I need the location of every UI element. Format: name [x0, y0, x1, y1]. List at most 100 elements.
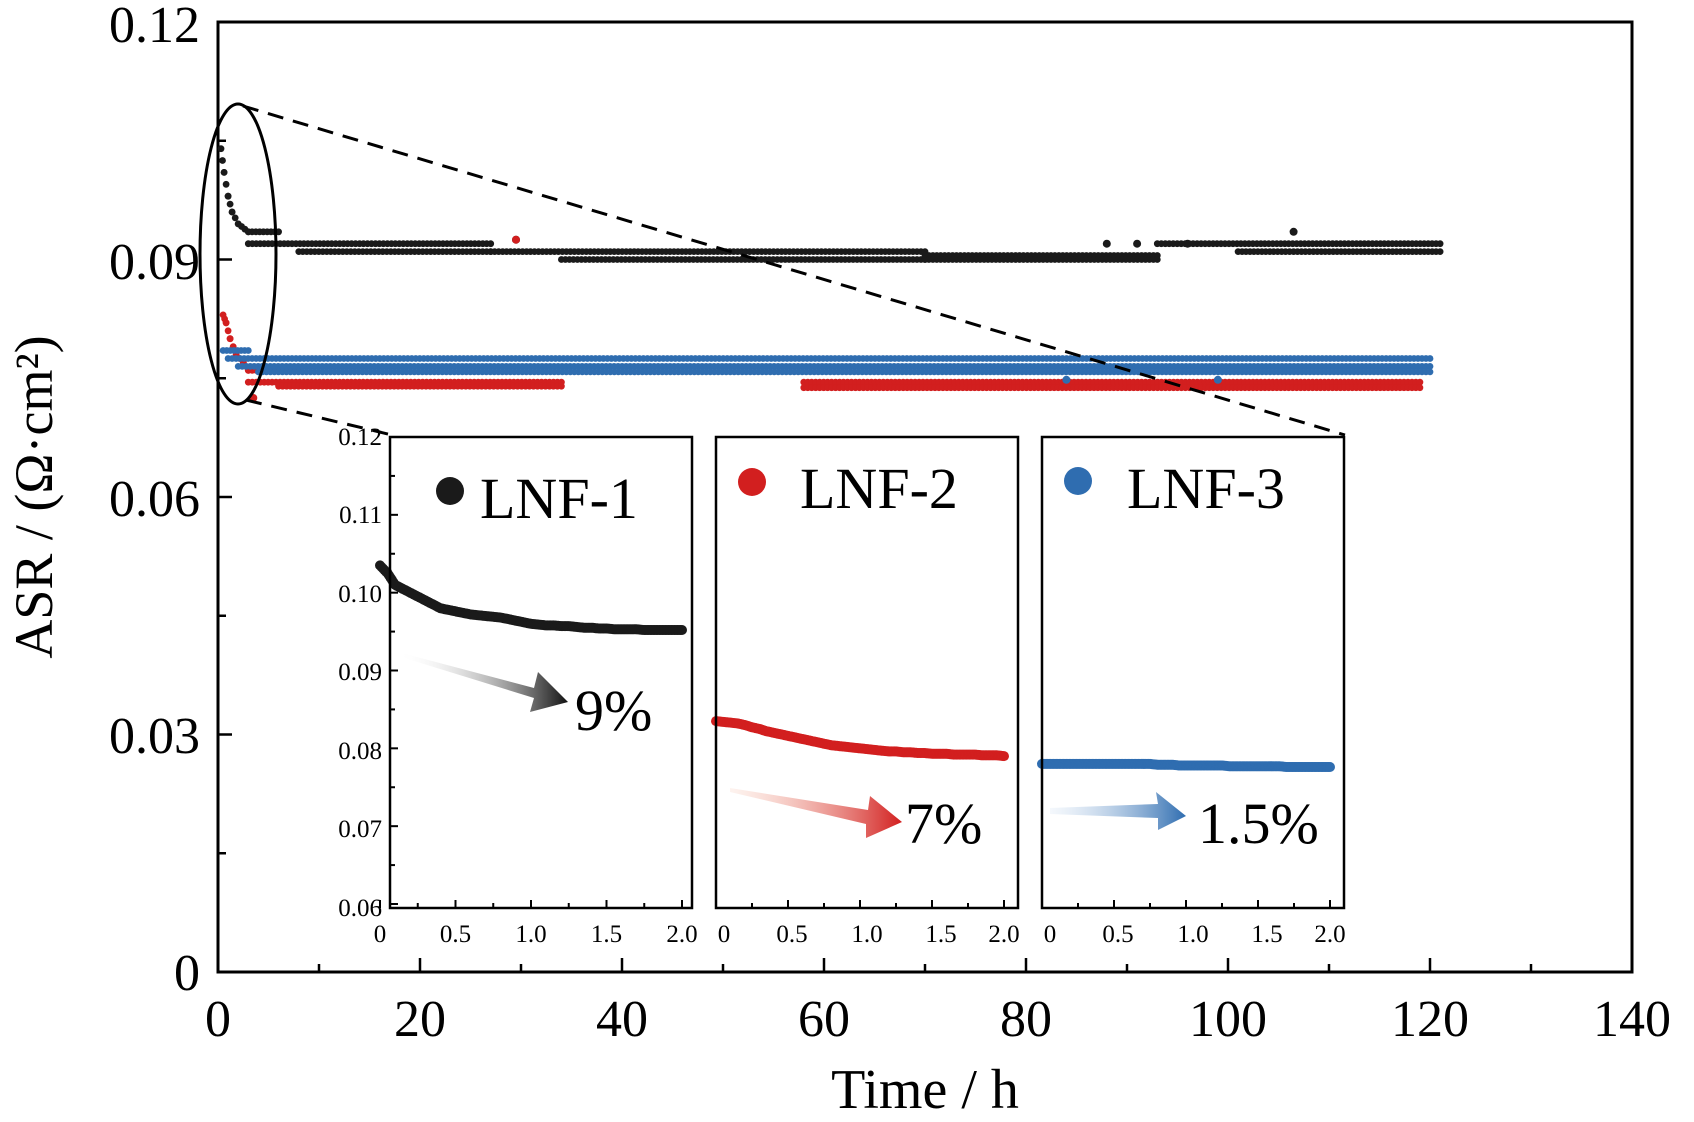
x-tick-label: 0 [205, 991, 231, 1048]
x-tick-label: 20 [394, 991, 446, 1048]
x-tick-label: 140 [1593, 991, 1671, 1048]
data-point [1426, 363, 1434, 370]
x-tick-labels: 0 20 40 60 80 100 120 140 [205, 991, 1671, 1048]
data-point [1426, 355, 1434, 362]
data-point [512, 235, 520, 244]
data-point [1436, 248, 1444, 256]
data-point [1416, 378, 1424, 386]
data-point [1153, 256, 1161, 263]
inset-x-tick-label: 1.5 [925, 921, 956, 948]
inset-data-point [999, 751, 1009, 762]
x-tick-label: 80 [1000, 991, 1052, 1048]
data-point [1133, 239, 1142, 248]
data-point [220, 169, 228, 176]
inset-x-tick-label: 2.0 [666, 921, 697, 948]
y-tick-label: 0.12 [109, 0, 200, 54]
legend-lnf-1: LNF-1 [436, 466, 638, 531]
data-point [222, 180, 230, 188]
legend-label-lnf-2: LNF-2 [800, 456, 958, 521]
inset-x-tick-label: 0 [718, 921, 731, 948]
legend-lnf-3: LNF-3 [1064, 456, 1285, 521]
series-lnf-2 [219, 235, 1424, 402]
inset-panel-3-frame [1040, 435, 1346, 910]
legend-marker-lnf-2 [738, 468, 766, 496]
decline-percent-lnf-1: 9% [575, 678, 652, 743]
inset-x-tick-label: 0 [1044, 921, 1057, 948]
legend-marker-lnf-1 [436, 477, 464, 505]
inset-series-lnf-1 [375, 560, 687, 635]
zoom-ellipse [198, 102, 278, 406]
data-point [224, 192, 232, 200]
inset-data-point [1325, 762, 1335, 772]
data-point [226, 200, 234, 208]
inset-y-tick-label: 0.10 [338, 581, 382, 608]
data-point [1062, 375, 1071, 384]
x-tick-label: 40 [596, 991, 648, 1048]
y-tick-label: 0 [174, 945, 200, 1002]
inset-x-tick-label: 0.5 [440, 921, 471, 948]
y-tick-label: 0.03 [109, 708, 200, 765]
data-point [1183, 239, 1192, 248]
legend-marker-lnf-3 [1064, 467, 1092, 495]
x-axis-label: Time / h [831, 1059, 1019, 1121]
x-tick-label: 60 [798, 991, 850, 1048]
data-point [224, 327, 232, 335]
zoom-dashed-line-top [242, 104, 1346, 437]
x-tick-label: 100 [1189, 991, 1267, 1048]
inset-axis-ticks [379, 436, 1331, 908]
series-lnf-3 [219, 347, 1434, 384]
data-point [231, 214, 239, 222]
inset-y-tick-label: 0.08 [338, 738, 382, 765]
inset-x-tick-label: 0.5 [776, 921, 807, 948]
inset-y-tick-label: 0.11 [339, 502, 382, 529]
inset-y-tick-label: 0.09 [338, 659, 382, 686]
decline-percent-lnf-3: 1.5% [1198, 791, 1319, 856]
y-axis-label: ASR / (Ω·cm²) [4, 335, 64, 658]
inset-data-point [677, 625, 687, 635]
data-point [1426, 368, 1434, 376]
data-point [1213, 375, 1222, 384]
inset-panel-2-frame [714, 435, 1020, 910]
legend-lnf-2: LNF-2 [738, 456, 958, 521]
decline-arrow-lnf-2 [730, 788, 902, 838]
series-lnf-1 [217, 145, 1444, 263]
y-tick-labels: 0 0.03 0.06 0.09 0.12 [109, 0, 200, 1002]
inset-x-tick-label: 2.0 [988, 921, 1019, 948]
x-tick-label: 120 [1391, 991, 1469, 1048]
main-series-layer [217, 145, 1444, 402]
inset-panel-1-frame [388, 435, 694, 910]
inset-y-tick-label: 0.06 [338, 895, 382, 922]
data-point [222, 319, 230, 327]
data-point [1289, 227, 1298, 236]
y-tick-label: 0.09 [109, 234, 200, 291]
inset-x-tick-label: 1.0 [851, 921, 882, 948]
data-point [219, 157, 226, 164]
decline-arrow-lnf-1 [398, 652, 568, 712]
data-point [558, 382, 565, 390]
main-axis-ticks [216, 20, 1634, 974]
decline-percent-lnf-2: 7% [905, 791, 982, 856]
inset-series-lnf-2 [711, 716, 1009, 762]
inset-series-lnf-3 [1037, 758, 1335, 772]
data-point [1102, 239, 1111, 248]
data-point [487, 240, 495, 248]
inset-x-tick-label: 1.0 [515, 921, 546, 948]
inset-x-tick-label: 1.0 [1177, 921, 1208, 948]
inset-x-tick-label: 1.5 [591, 921, 622, 948]
legend-label-lnf-1: LNF-1 [480, 466, 638, 531]
data-point [1416, 384, 1424, 392]
data-point [226, 335, 234, 343]
data-point [228, 208, 236, 216]
inset-series-layer [375, 560, 1335, 772]
inset-x-tick-label: 2.0 [1314, 921, 1345, 948]
data-point [244, 347, 252, 354]
inset-y-tick-label: 0.12 [338, 424, 382, 451]
inset-y-tick-label: 0.07 [338, 816, 382, 843]
legend-label-lnf-3: LNF-3 [1127, 456, 1285, 521]
inset-x-tick-label: 0 [374, 921, 387, 948]
inset-x-tick-label: 0.5 [1102, 921, 1133, 948]
data-point [1436, 240, 1444, 248]
inset-y-tick-labels: 0.06 0.07 0.08 0.09 0.10 0.11 0.12 [338, 424, 382, 922]
inset-x-tick-label: 1.5 [1251, 921, 1282, 948]
